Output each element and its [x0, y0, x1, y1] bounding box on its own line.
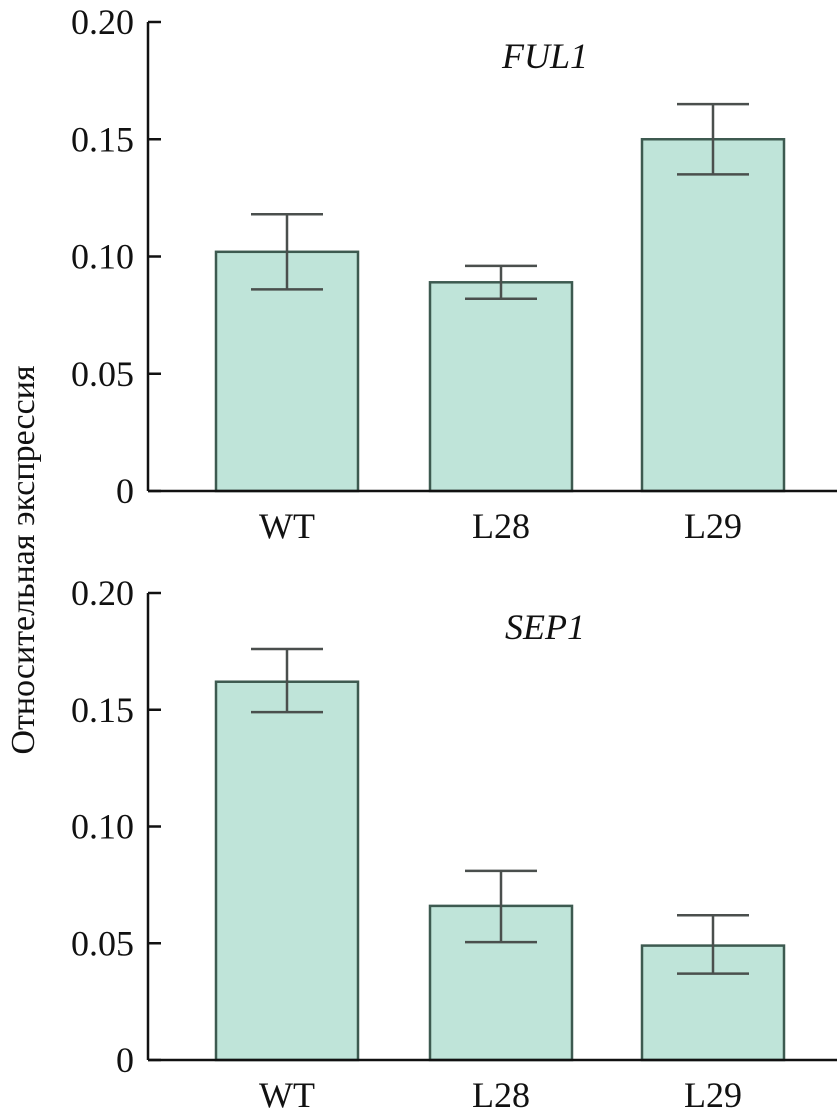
x-tick-label: L29: [684, 506, 742, 546]
bar-l28: [428, 281, 574, 493]
x-tick-label: L28: [472, 506, 530, 546]
bar-wt: [214, 250, 360, 493]
y-tick-label: 0.15: [71, 119, 134, 159]
bar-wt: [214, 680, 360, 1062]
y-axis-label: Относительная экспрессия: [5, 365, 42, 754]
x-tick-label: L28: [472, 1075, 530, 1115]
panel-sep1: WT L28 L29 0 0.05 0.10 0.15 0.20 SEP1: [71, 573, 837, 1115]
bar-l29: [640, 138, 786, 493]
y-tick-label: 0.05: [71, 923, 134, 963]
panel-title: FUL1: [501, 36, 588, 76]
panel-title: SEP1: [505, 607, 585, 647]
y-tick-label: 0.15: [71, 690, 134, 730]
y-tick-label: 0.10: [71, 807, 134, 847]
y-tick-label: 0: [116, 1040, 134, 1080]
x-tick-label: L29: [684, 1075, 742, 1115]
y-tick-label: 0.20: [71, 573, 134, 613]
y-tick-label: 0.05: [71, 354, 134, 394]
x-tick-label: WT: [259, 506, 315, 546]
x-tick-label: WT: [259, 1075, 315, 1115]
panel-ful1: WT L28 L29 0 0.05 0.10 0.15 0.20 FUL1: [71, 2, 837, 546]
y-tick-label: 0.20: [71, 2, 134, 42]
y-tick-label: 0: [116, 471, 134, 511]
y-tick-label: 0.10: [71, 237, 134, 277]
